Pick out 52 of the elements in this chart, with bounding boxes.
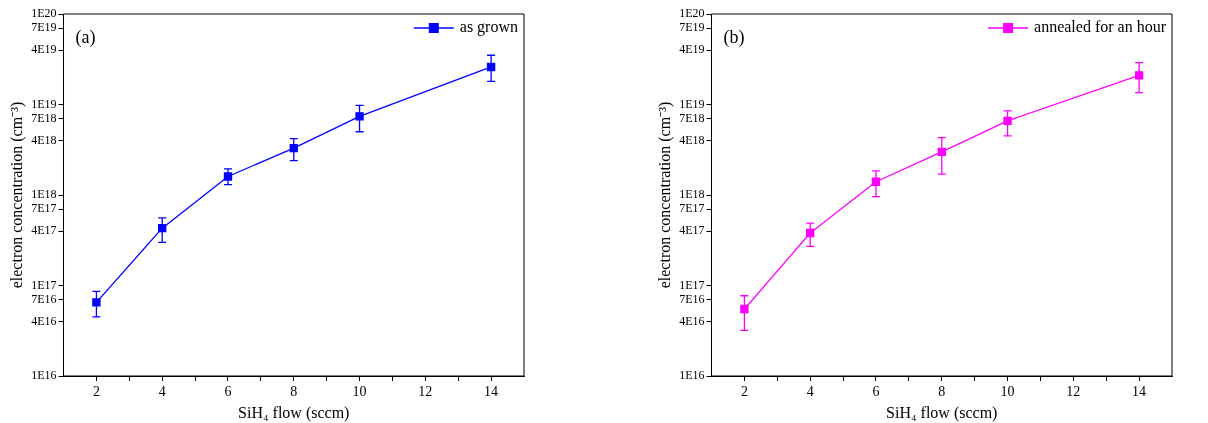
annotation: (a)	[75, 26, 96, 48]
y-tick-label: 7E19	[31, 20, 57, 35]
x-axis-title: SiH₄ flow (sccm)	[238, 403, 350, 422]
y-tick-label: 4E18	[679, 132, 705, 147]
y-tick-label: 1E18	[679, 187, 705, 202]
y-tick-label: 7E18	[31, 110, 57, 125]
y-tick-label: 4E19	[31, 42, 57, 57]
y-tick-label: 1E19	[31, 96, 57, 111]
point	[740, 304, 749, 314]
y-tick-label: 7E18	[679, 110, 705, 125]
y-tick-label: 1E19	[679, 96, 705, 111]
x-tick-label: 8	[290, 384, 298, 400]
point	[355, 112, 364, 121]
y-tick-label: 7E19	[679, 20, 705, 35]
point	[1003, 116, 1012, 126]
x-tick-label: 6	[872, 384, 880, 400]
y-tick-label: 1E18	[31, 187, 57, 202]
x-tick-label: 8	[938, 384, 946, 400]
x-tick-label: 10	[352, 384, 367, 400]
x-tick-label: 14	[484, 384, 499, 400]
x-tick-label: 2	[740, 384, 748, 400]
y-tick-label: 4E17	[31, 223, 57, 238]
x-tick-label: 10	[1000, 384, 1015, 400]
y-axis-title: electron concentration (cm⁻³)	[655, 101, 674, 289]
y-tick-label: 7E17	[31, 201, 57, 216]
y-tick-label: 1E16	[31, 368, 57, 383]
x-tick-label: 6	[224, 384, 232, 400]
x-tick-label: 14	[1132, 384, 1147, 400]
x-tick-label: 4	[158, 384, 166, 400]
y-tick-label: 4E16	[31, 313, 57, 328]
x-tick-label: 4	[806, 384, 814, 400]
y-tick-label: 7E16	[31, 291, 57, 306]
y-tick-label: 4E18	[31, 132, 57, 147]
x-tick-label: 2	[92, 384, 100, 400]
point	[92, 298, 101, 307]
y-tick-label: 1E20	[679, 6, 705, 21]
y-tick-label: 4E19	[679, 42, 705, 57]
legend-label: annealed for an hour	[1034, 18, 1167, 36]
x-tick-label: 12	[1066, 384, 1081, 400]
y-tick-label: 1E17	[31, 277, 57, 292]
y-tick-label: 4E17	[679, 223, 705, 238]
y-axis-title: electron concentration (cm⁻³)	[7, 101, 26, 289]
y-tick-label: 4E16	[679, 313, 705, 328]
x-axis-title: SiH₄ flow (sccm)	[886, 403, 998, 422]
y-tick-label: 7E16	[679, 291, 705, 306]
legend-label: as grown	[459, 18, 519, 37]
x-tick-label: 12	[418, 384, 433, 400]
y-tick-label: 7E17	[679, 201, 705, 216]
y-tick-label: 1E20	[31, 6, 57, 21]
y-tick-label: 1E16	[679, 368, 705, 383]
y-tick-label: 1E17	[679, 277, 705, 292]
annotation: (b)	[723, 26, 745, 48]
